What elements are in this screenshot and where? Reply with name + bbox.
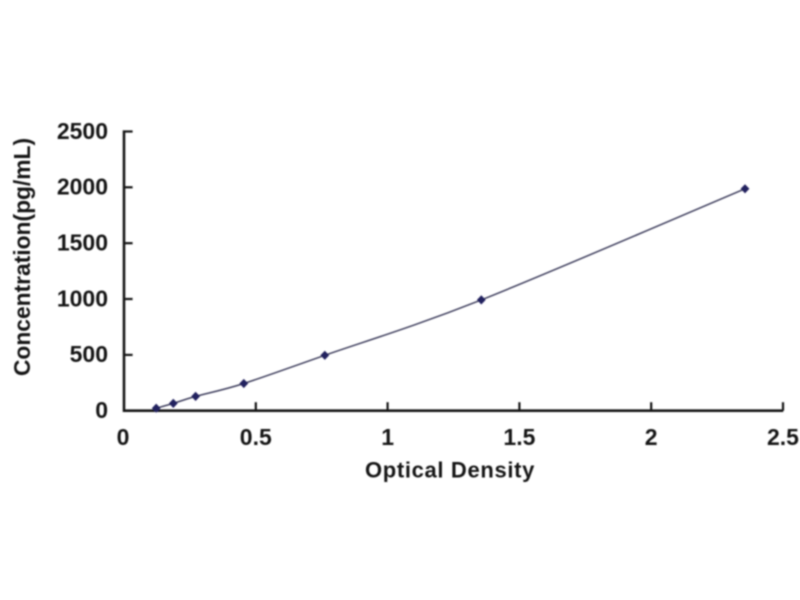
svg-text:2000: 2000 [57, 174, 108, 200]
svg-text:1.5: 1.5 [503, 424, 535, 450]
svg-text:Optical Density: Optical Density [365, 458, 535, 483]
svg-text:1500: 1500 [57, 230, 108, 256]
svg-text:2: 2 [645, 424, 658, 450]
svg-text:0: 0 [95, 397, 108, 423]
svg-text:0.5: 0.5 [240, 424, 272, 450]
svg-text:1000: 1000 [57, 285, 108, 311]
svg-text:500: 500 [70, 341, 108, 367]
svg-text:2.5: 2.5 [767, 424, 799, 450]
svg-text:Concentration(pg/mL): Concentration(pg/mL) [9, 138, 35, 376]
svg-text:1: 1 [381, 424, 394, 450]
svg-text:2500: 2500 [57, 118, 108, 144]
svg-text:0: 0 [117, 424, 130, 450]
